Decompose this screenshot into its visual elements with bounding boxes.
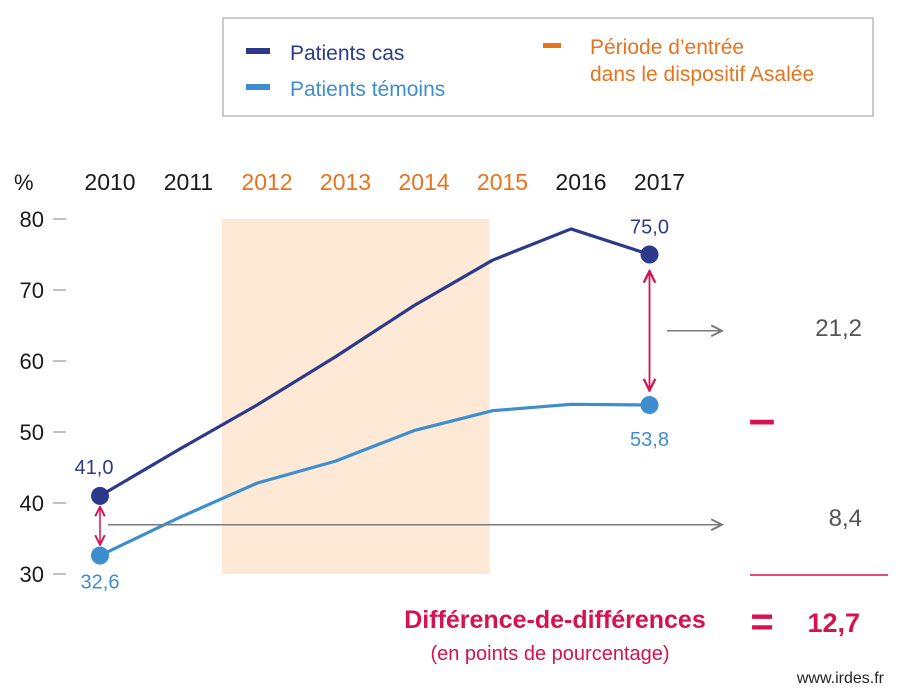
data-label-controls-2010: 32,6 [81,572,120,594]
legend-swatch-controls [246,84,270,90]
legend-swatch-cases [246,48,270,54]
shaded-period-band [222,219,490,574]
y-tick-label: 70 [20,278,44,303]
did-value: 12,7 [807,608,860,638]
data-point-controls [640,396,659,415]
y-tick-label: 80 [20,207,44,232]
did-subtitle: (en points de pourcentage) [430,643,669,665]
x-tick-label: 2013 [320,169,371,195]
x-tick-label: 2012 [241,169,292,195]
legend-label-period-line1: Période d’entrée [590,36,744,59]
gap-2017-value: 21,2 [815,315,862,342]
legend: Patients cas Patients témoins Période d’… [222,17,874,117]
source-url: www.irdes.fr [796,670,885,687]
y-tick-label: 50 [20,420,44,445]
data-point-cases [91,486,109,505]
data-point-cases [640,245,659,264]
series-line-cases [99,227,650,498]
x-tick-label: 2016 [555,169,606,195]
x-tick-label: 2017 [634,169,685,195]
x-tick-label: 2014 [398,169,449,195]
x-tick-labels: 2010 2011 2012 2013 2014 2015 2016 2017 [84,169,685,195]
series-line-controls [99,402,650,557]
y-tick-label: 60 [20,349,44,374]
y-tick-label: 30 [20,562,44,587]
x-tick-label: 2011 [164,169,213,195]
legend-label-controls: Patients témoins [290,78,445,101]
legend-box [222,17,874,117]
did-title: Différence-de-différences [404,606,705,634]
x-tick-label: 2015 [477,169,528,195]
data-label-cases-2010: 41,0 [75,457,114,479]
gap-2010-value: 8,4 [829,505,862,532]
equals-operator: = [750,600,773,644]
legend-swatch-period [543,43,561,48]
minus-operator: – [749,393,776,446]
data-labels: 41,0 75,0 32,6 53,8 [75,217,669,594]
legend-label-cases: Patients cas [290,42,404,65]
data-label-cases-2017: 75,0 [630,217,669,239]
y-axis: 80 70 60 50 40 30 [20,207,66,587]
y-unit-label: % [14,170,34,195]
legend-label-period-line2: dans le dispositif Asalée [590,63,814,86]
data-label-controls-2017: 53,8 [630,429,669,451]
series-points [91,245,659,565]
difference-arrows [100,273,722,544]
series-lines [99,227,650,557]
y-tick-label: 40 [20,491,44,516]
x-tick-label: 2010 [84,169,135,195]
data-point-controls [91,546,109,565]
